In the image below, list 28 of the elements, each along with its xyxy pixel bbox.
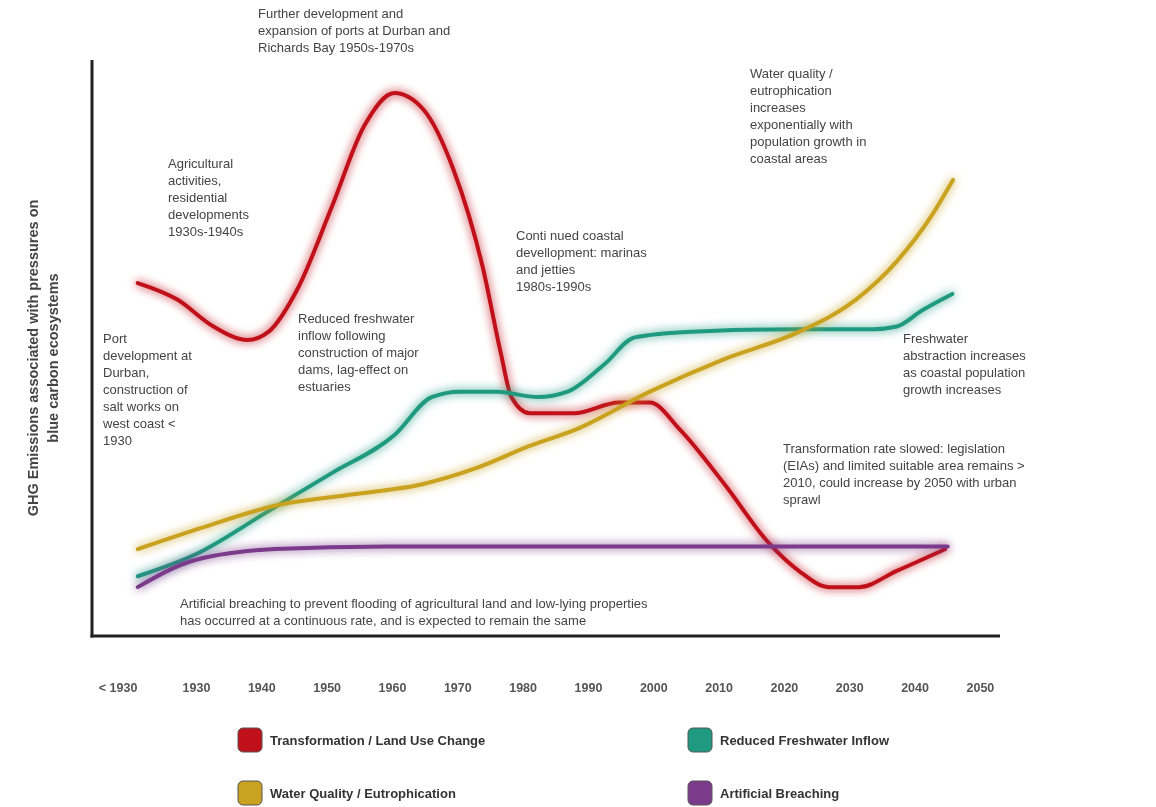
x-tick-label: 1940 (247, 681, 276, 695)
legend-label: Artificial Breaching (720, 786, 840, 801)
x-tick-label: 2030 (835, 681, 864, 695)
y-axis-title: GHG Emissions associated with pressures on blue carbon ecosystems (25, 199, 61, 517)
x-tick-label: 1980 (509, 681, 538, 695)
legend-label: Water Quality / Eutrophication (270, 786, 456, 801)
legend-label: Reduced Freshwater Inflow (720, 733, 890, 748)
x-tick-label: 2020 (770, 681, 799, 695)
x-tick-label: 1990 (574, 681, 603, 695)
x-tick-label: 2040 (901, 681, 930, 695)
legend-label: Transformation / Land Use Change (270, 733, 486, 748)
x-tick-label: 2050 (966, 681, 995, 695)
annotation: Agricultural activities, residential developments 1930s-1940s (168, 156, 250, 239)
x-tick-label: 1970 (443, 681, 472, 695)
text: Further development and expansion of ports at Durban and Richards Bay 1950s-1970s (258, 6, 451, 55)
x-tick-label: 1950 (313, 681, 342, 695)
annotation: Conti nued coastal devellopment: marinas and jetties 1980s-1990s (516, 228, 648, 294)
x-tick-label: < 1930 (98, 681, 138, 695)
annotation: Freshwater abstraction increases as coastal population growth increases (903, 331, 1027, 397)
annotation: Port development at Durban, construction of salt works on west coast < 1930 (102, 331, 193, 448)
annotation: Transformation rate slowed: legislation (EIAs) and limited suitable area remains > 2010, could increase by 2050 with urban sprawl (783, 441, 1025, 507)
x-tick-label: 2000 (639, 681, 668, 695)
annotation: Water quality / eutrophication increases exponentially with population growth in coastal areas (750, 66, 867, 166)
annotation: Reduced freshwater inflow following construction of major dams, lag-effect on estuaries (298, 311, 420, 394)
annotation: Artificial breaching to prevent flooding of agricultural land and low-lying properties has occurred at a continuous rate, and is expected to remain the same (180, 596, 649, 628)
x-tick-label: 1930 (182, 681, 211, 695)
x-tick-label: 2010 (705, 681, 734, 695)
x-tick-label: 1960 (378, 681, 407, 695)
